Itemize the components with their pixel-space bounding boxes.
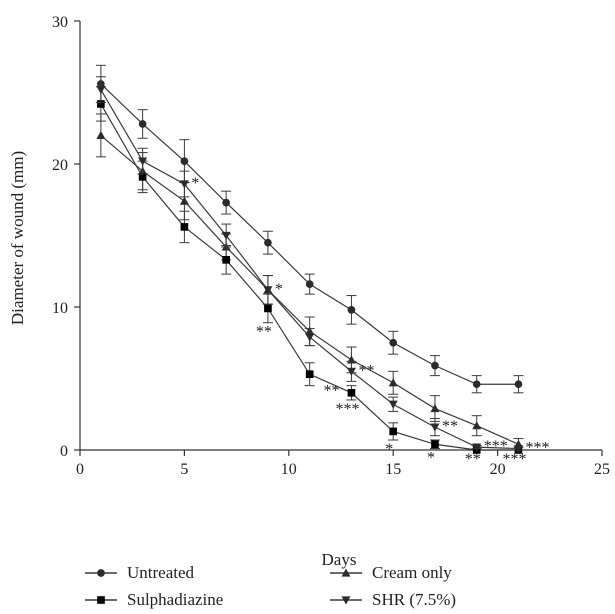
legend-item-sulphadiazine: Sulphadiazine [85, 590, 223, 609]
data-point [346, 367, 356, 376]
data-point [96, 86, 106, 95]
series-line [100, 89, 519, 450]
data-point [264, 238, 272, 247]
legend-marker [341, 596, 351, 605]
legend-item-shr-7-5: SHR (7.5%) [330, 590, 456, 609]
significance-mark: *** [502, 451, 526, 468]
data-point [221, 231, 231, 240]
significance-mark: * [385, 441, 393, 458]
x-tick-label: 25 [594, 461, 610, 478]
axes: 0 5 10 15 20 25 0 10 20 30 [52, 14, 610, 478]
data-point [430, 404, 440, 413]
y-tick-label: 0 [60, 443, 68, 460]
data-point [138, 173, 147, 181]
legend-label: Sulphadiazine [127, 590, 223, 609]
data-point [264, 304, 272, 313]
significance-mark: *** [335, 401, 359, 418]
significance-annotations: ******* ** ************** *** [191, 175, 549, 468]
data-point [430, 423, 440, 432]
x-tick-label: 15 [385, 461, 401, 478]
data-point [431, 440, 439, 449]
y-tick-label: 30 [52, 14, 68, 31]
data-point [389, 427, 398, 436]
series-shr-7-5 [95, 76, 524, 454]
legend-label: Untreated [127, 563, 195, 582]
x-axis-label: Days [322, 550, 357, 569]
data-point [472, 421, 482, 430]
data-point [97, 100, 105, 108]
data-point [138, 157, 148, 166]
legend-item-untreated: Untreated [85, 563, 195, 582]
data-point [389, 338, 398, 347]
significance-mark: *** [525, 440, 549, 457]
legend-marker [341, 568, 351, 577]
data-point [514, 380, 523, 389]
y-tick-label: 10 [52, 300, 68, 317]
significance-mark: * [275, 281, 283, 298]
data-point [305, 280, 314, 288]
data-point [179, 180, 189, 189]
series-layer [95, 64, 524, 454]
data-point [96, 130, 106, 139]
legend-item-cream-only: Cream only [330, 563, 452, 582]
data-point [388, 378, 398, 387]
data-point [431, 361, 439, 370]
legend-marker [97, 596, 105, 604]
data-point [472, 443, 482, 452]
legend-label: SHR (7.5%) [372, 590, 456, 609]
data-point [222, 255, 230, 264]
significance-mark: *** [484, 438, 508, 455]
data-point [263, 286, 273, 295]
significance-mark: * [191, 175, 199, 192]
data-point [305, 333, 315, 342]
data-point [138, 120, 147, 128]
y-tick-label: 20 [52, 157, 68, 174]
x-tick-label: 5 [180, 461, 188, 478]
significance-mark: * [427, 450, 435, 467]
x-tick-label: 20 [490, 461, 506, 478]
y-axis-label: Diameter of wound (mm) [8, 151, 27, 325]
x-tick-label: 10 [281, 461, 297, 478]
significance-mark: ** [358, 362, 374, 379]
data-point [472, 380, 481, 389]
data-point [347, 306, 356, 314]
x-tick-label: 0 [76, 461, 84, 478]
legend: Untreated Cream only Sulphadiazine SHR (7.5… [85, 563, 456, 609]
data-point [388, 400, 398, 409]
data-point [179, 196, 189, 205]
significance-mark: ** [323, 382, 339, 399]
significance-mark: ** [465, 451, 481, 468]
series-sulphadiazine [95, 86, 523, 454]
data-point [180, 157, 189, 165]
data-point [222, 198, 230, 207]
data-point [347, 388, 356, 397]
significance-mark: ** [256, 324, 272, 341]
significance-mark: ** [442, 418, 458, 435]
legend-label: Cream only [372, 563, 452, 582]
data-point [513, 444, 523, 454]
data-point [180, 223, 189, 231]
data-point [305, 370, 314, 379]
legend-marker [97, 569, 105, 577]
